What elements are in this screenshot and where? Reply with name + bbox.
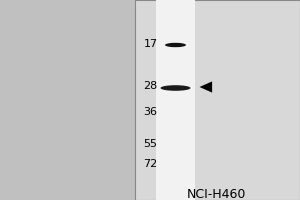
Text: 17: 17 <box>143 39 158 49</box>
FancyBboxPatch shape <box>135 0 300 200</box>
Polygon shape <box>200 81 212 93</box>
Ellipse shape <box>160 85 190 91</box>
Ellipse shape <box>165 43 186 47</box>
Text: 55: 55 <box>143 139 158 149</box>
FancyBboxPatch shape <box>156 0 195 200</box>
Text: 72: 72 <box>143 159 158 169</box>
Text: 28: 28 <box>143 81 158 91</box>
Text: NCI-H460: NCI-H460 <box>186 188 246 200</box>
FancyBboxPatch shape <box>0 0 135 200</box>
Text: 36: 36 <box>143 107 158 117</box>
